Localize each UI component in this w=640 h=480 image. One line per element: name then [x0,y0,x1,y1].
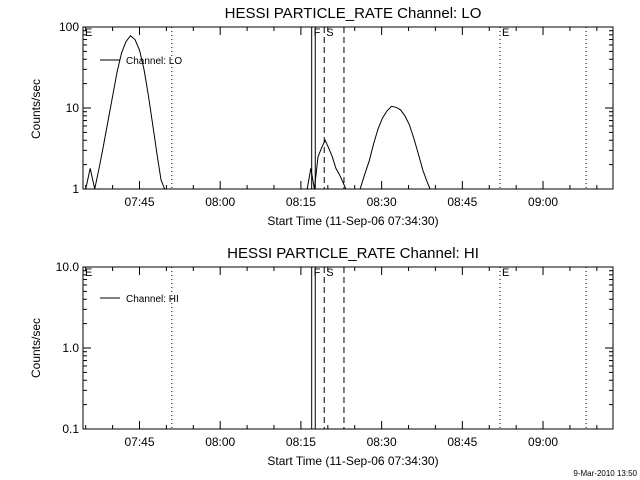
timestamp-stamp: 9-Mar-2010 13:50 [573,469,637,478]
event-marker-label: E [85,267,92,279]
panel-hi: HESSI PARTICLE_RATE Channel: HI Start Ti… [29,245,614,468]
x-tick-label: 07:45 [124,435,154,449]
y-tick-label: 1.0 [62,341,79,355]
plot-frame-hi [82,266,614,430]
event-marker-label: S [326,267,333,279]
y-tick-label: 10 [66,101,80,115]
chart-title-hi: HESSI PARTICLE_RATE Channel: HI [227,245,479,262]
event-marker-label: E [85,27,92,39]
ticks-hi: 07:45 08:00 08:15 08:30 08:45 09:00 0.1 1.0 10.0 [56,260,613,449]
y-tick-label: 0.1 [62,422,79,436]
x-tick-label: 08:00 [205,435,235,449]
legend-entry-hi: Channel: HI [126,294,179,305]
x-tick-label: 08:30 [367,195,397,209]
series-line [85,34,166,190]
legend-entry-lo: Channel: LO [126,56,182,67]
x-tick-label: 08:45 [447,195,477,209]
event-marker-label: S [326,27,333,39]
x-tick-label: 07:45 [124,195,154,209]
y-axis-label-hi: Counts/sec [29,318,43,378]
x-axis-label-hi: Start Time (11-Sep-06 07:34:30) [267,454,438,468]
y-tick-label: 1 [72,182,79,196]
y-axis-label-lo: Counts/sec [29,79,43,139]
x-tick-label: 08:45 [447,435,477,449]
y-tick-label: 10.0 [56,260,80,274]
event-marker-label: E [502,27,509,39]
series-lo [85,34,431,190]
panel-lo: HESSI PARTICLE_RATE Channel: LO Start Ti… [29,5,614,228]
event-marker-label: E [502,267,509,279]
plot-frame-lo [82,26,614,190]
x-tick-label: 09:00 [528,435,558,449]
event-marker-label: F [314,27,321,39]
series-line [306,105,431,190]
y-tick-label: 100 [59,20,79,34]
x-tick-label: 08:15 [286,195,316,209]
ticks-lo: 07:45 08:00 08:15 08:30 08:45 09:00 1 10 100 [59,20,613,209]
x-tick-label: 08:15 [286,435,316,449]
event-marker-label: F [314,267,321,279]
legend-lo: Channel: LO [100,56,182,67]
legend-hi: Channel: HI [100,294,179,305]
x-tick-label: 08:30 [367,435,397,449]
x-axis-label-lo: Start Time (11-Sep-06 07:34:30) [267,214,438,228]
x-tick-label: 08:00 [205,195,235,209]
x-tick-label: 09:00 [528,195,558,209]
chart-title-lo: HESSI PARTICLE_RATE Channel: LO [225,5,482,22]
